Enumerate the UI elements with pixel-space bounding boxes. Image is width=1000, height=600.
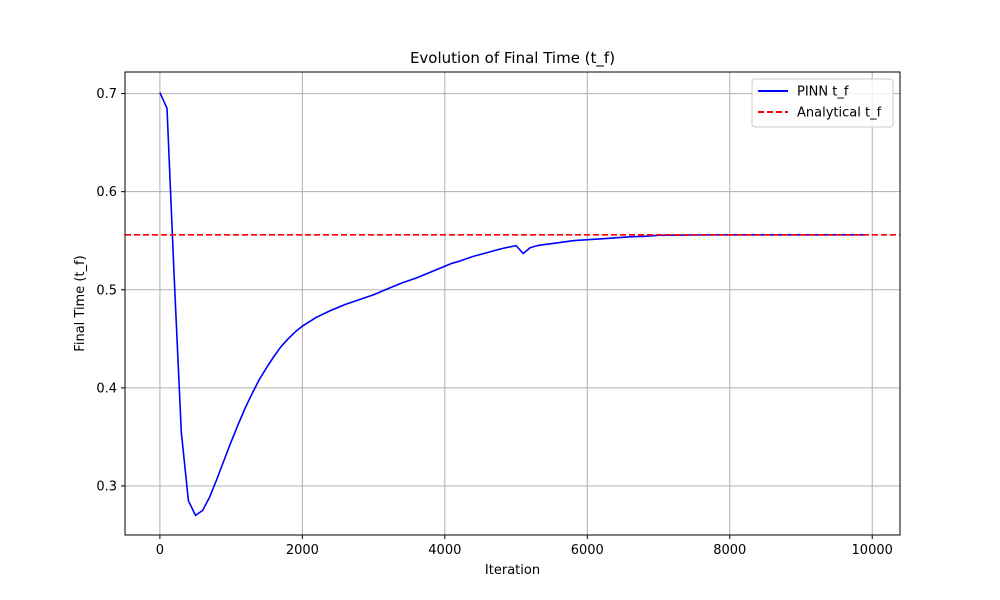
x-tick-label: 0 xyxy=(156,543,164,558)
pinn-tf-series-line xyxy=(159,92,866,517)
legend-label-pinn: PINN t_f xyxy=(797,85,849,100)
y-axis-label: Final Time (t_f) xyxy=(73,255,88,351)
y-tick-label: 0.3 xyxy=(96,479,117,494)
x-tick-label: 8000 xyxy=(713,543,746,558)
plot-series xyxy=(125,92,900,517)
x-tick-label: 6000 xyxy=(571,543,604,558)
axis-ticks: 0 2000 4000 6000 8000 10000 0.3 0.4 0.5 0.6 0.7 xyxy=(96,87,893,558)
legend-label-analytical: Analytical t_f xyxy=(797,106,882,121)
plot-frame xyxy=(124,71,901,536)
x-tick-label: 10000 xyxy=(852,543,893,558)
x-tick-label: 2000 xyxy=(286,543,319,558)
y-tick-label: 0.7 xyxy=(96,87,117,102)
legend: PINN t_f Analytical t_f xyxy=(751,78,894,128)
x-tick-label: 4000 xyxy=(428,543,461,558)
x-axis-label: Iteration xyxy=(485,563,540,578)
y-tick-label: 0.4 xyxy=(96,381,117,396)
y-tick-label: 0.5 xyxy=(96,283,117,298)
chart-title: Evolution of Final Time (t_f) xyxy=(410,49,615,68)
y-tick-label: 0.6 xyxy=(96,185,117,200)
